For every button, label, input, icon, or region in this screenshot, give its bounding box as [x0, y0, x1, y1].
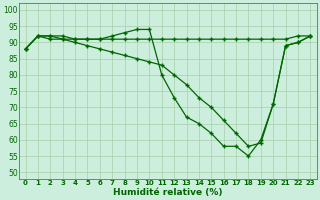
X-axis label: Humidité relative (%): Humidité relative (%)	[113, 188, 223, 197]
